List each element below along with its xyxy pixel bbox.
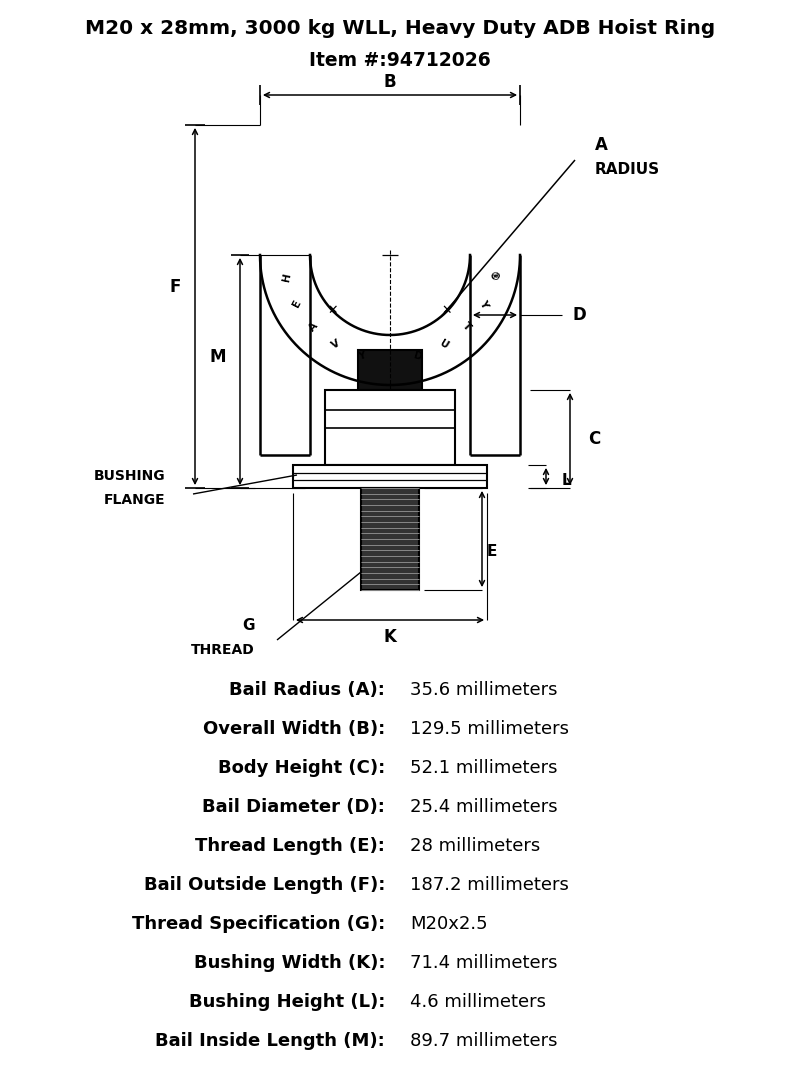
- Text: D: D: [572, 306, 586, 324]
- Text: C: C: [588, 430, 600, 448]
- Text: K: K: [383, 628, 397, 646]
- Text: Bail Inside Length (M):: Bail Inside Length (M):: [155, 1032, 385, 1050]
- Text: Bail Outside Length (F):: Bail Outside Length (F):: [144, 876, 385, 894]
- Text: M: M: [210, 347, 226, 366]
- Text: Y: Y: [357, 351, 366, 362]
- Text: G: G: [242, 619, 255, 633]
- Text: Bushing Height (L):: Bushing Height (L):: [189, 993, 385, 1011]
- Text: 187.2 millimeters: 187.2 millimeters: [410, 876, 569, 894]
- Text: Thread Length (E):: Thread Length (E):: [195, 837, 385, 855]
- Text: FLANGE: FLANGE: [103, 493, 165, 507]
- Text: Thread Specification (G):: Thread Specification (G):: [132, 915, 385, 933]
- Text: 25.4 millimeters: 25.4 millimeters: [410, 799, 558, 816]
- Bar: [325, 390, 455, 465]
- Text: 28 millimeters: 28 millimeters: [410, 837, 540, 855]
- Text: Bushing Width (K):: Bushing Width (K):: [194, 954, 385, 972]
- Text: Bail Diameter (D):: Bail Diameter (D):: [202, 799, 385, 816]
- Text: T: T: [461, 320, 473, 333]
- Text: B: B: [384, 72, 396, 91]
- Bar: [361, 488, 419, 590]
- Text: D: D: [413, 351, 424, 362]
- Text: ®: ®: [486, 270, 498, 282]
- Text: E: E: [291, 299, 303, 309]
- Text: BUSHING: BUSHING: [94, 469, 165, 483]
- Text: A: A: [307, 320, 320, 333]
- Bar: [358, 349, 422, 390]
- Text: U: U: [438, 339, 450, 352]
- Text: Overall Width (B):: Overall Width (B):: [202, 720, 385, 738]
- Text: Body Height (C):: Body Height (C):: [218, 758, 385, 777]
- Text: E: E: [487, 543, 498, 558]
- Text: 35.6 millimeters: 35.6 millimeters: [410, 681, 558, 699]
- Text: ✕: ✕: [442, 303, 452, 317]
- Text: F: F: [170, 277, 181, 295]
- Text: M20 x 28mm, 3000 kg WLL, Heavy Duty ADB Hoist Ring: M20 x 28mm, 3000 kg WLL, Heavy Duty ADB …: [85, 18, 715, 38]
- Text: M20x2.5: M20x2.5: [410, 915, 488, 933]
- Text: A: A: [595, 136, 608, 154]
- Text: Item #:94712026: Item #:94712026: [309, 51, 491, 69]
- Text: 4.6 millimeters: 4.6 millimeters: [410, 993, 546, 1011]
- Text: V: V: [330, 339, 342, 352]
- Text: 89.7 millimeters: 89.7 millimeters: [410, 1032, 558, 1050]
- Text: 129.5 millimeters: 129.5 millimeters: [410, 720, 569, 738]
- Text: Y: Y: [477, 298, 489, 309]
- Text: Bail Radius (A):: Bail Radius (A):: [229, 681, 385, 699]
- Text: 71.4 millimeters: 71.4 millimeters: [410, 954, 558, 972]
- Text: 52.1 millimeters: 52.1 millimeters: [410, 758, 558, 777]
- Text: H: H: [282, 272, 293, 282]
- Text: THREAD: THREAD: [191, 643, 255, 657]
- Text: RADIUS: RADIUS: [595, 161, 660, 176]
- Text: ✕: ✕: [328, 303, 338, 317]
- Bar: [293, 465, 487, 488]
- Text: L: L: [562, 473, 572, 488]
